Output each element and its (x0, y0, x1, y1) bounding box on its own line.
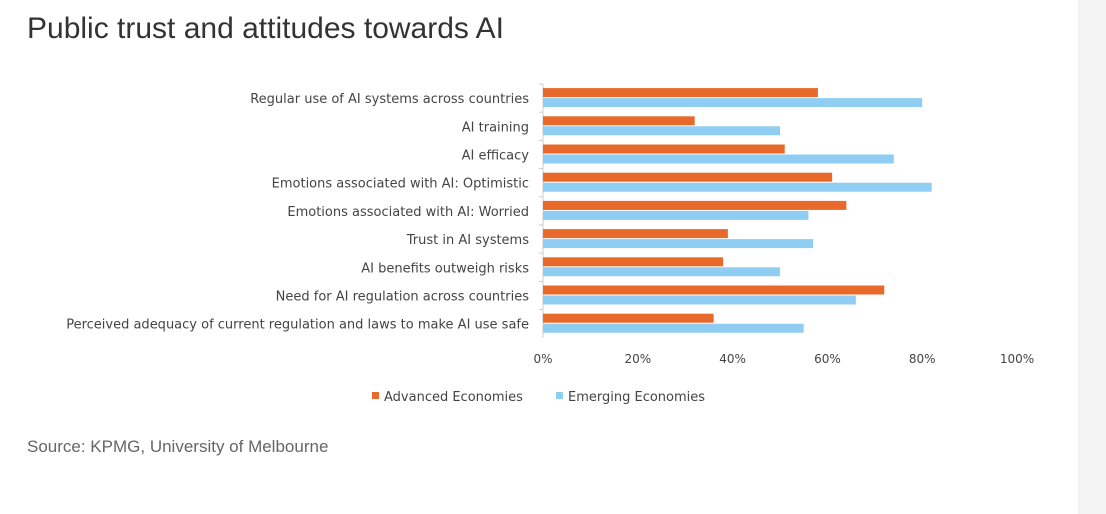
bar-advanced (543, 229, 728, 239)
x-tick-label: 0% (533, 352, 552, 366)
bar-emerging (543, 210, 809, 220)
bar-emerging (543, 182, 932, 192)
bar-advanced (543, 144, 785, 154)
bar-emerging (543, 98, 923, 108)
bar-advanced (543, 200, 847, 210)
chart-title: Public trust and attitudes towards AI (27, 12, 504, 45)
category-label: Emotions associated with AI: Optimistic (272, 177, 529, 192)
x-tick-label: 40% (719, 352, 746, 366)
category-label: Trust in AI systems (406, 233, 529, 248)
bar-emerging (543, 126, 780, 136)
bar-advanced (543, 285, 885, 295)
bar-emerging (543, 239, 814, 249)
category-label: AI training (462, 120, 529, 135)
bar-emerging (543, 267, 780, 277)
bar-advanced (543, 313, 714, 323)
x-tick-label: 80% (909, 352, 936, 366)
category-label: Emotions associated with AI: Worried (287, 205, 529, 220)
category-label: AI efficacy (462, 149, 530, 164)
bar-advanced (543, 257, 724, 267)
legend-label: Emerging Economies (568, 390, 705, 405)
category-label: Need for AI regulation across countries (276, 290, 530, 305)
bar-emerging (543, 154, 894, 164)
side-strip (1078, 0, 1106, 514)
bar-emerging (543, 323, 804, 333)
legend-label: Advanced Economies (384, 390, 523, 405)
legend-swatch (556, 392, 563, 399)
category-label: Perceived adequacy of current regulation… (66, 318, 529, 333)
x-tick-label: 20% (624, 352, 651, 366)
category-label: Regular use of AI systems across countri… (250, 92, 529, 107)
bar-emerging (543, 295, 856, 305)
bar-advanced (543, 116, 695, 126)
bar-advanced (543, 88, 818, 98)
source-note: Source: KPMG, University of Melbourne (27, 437, 329, 456)
legend-swatch (372, 392, 379, 399)
bar-advanced (543, 172, 833, 182)
x-tick-label: 60% (814, 352, 841, 366)
x-tick-label: 100% (1000, 352, 1034, 366)
category-label: AI benefits outweigh risks (361, 261, 529, 276)
